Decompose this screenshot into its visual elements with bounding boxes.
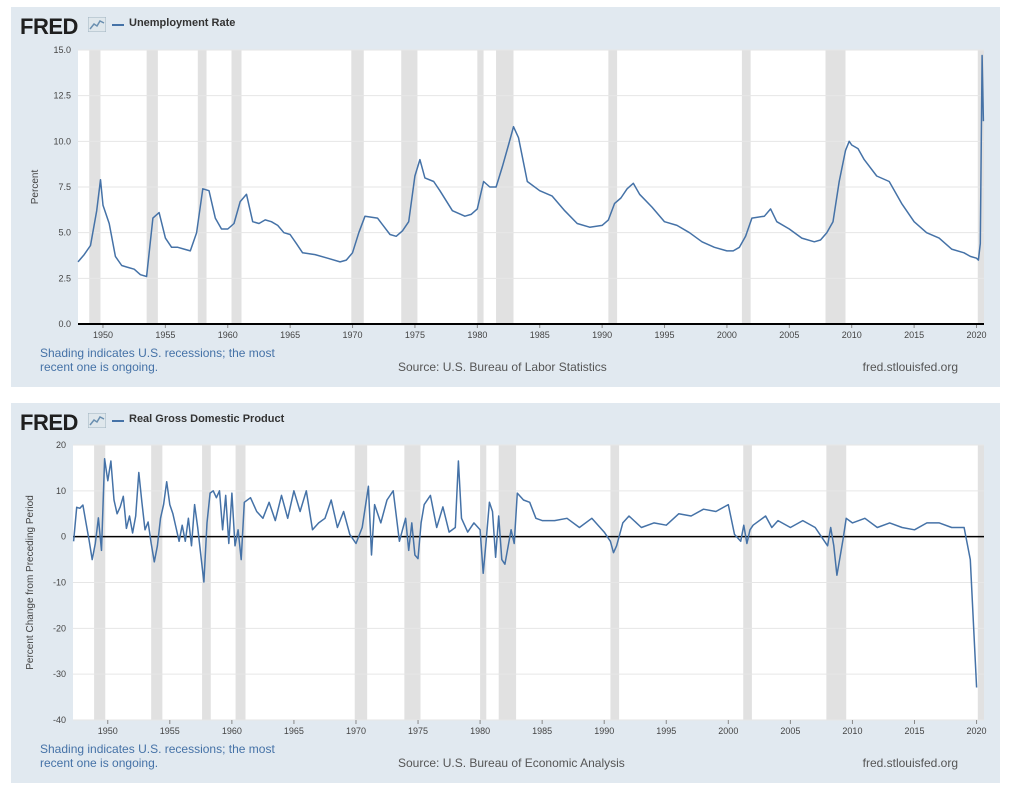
x-tick-label: 1995 bbox=[655, 330, 675, 340]
fred-logo: FRED bbox=[20, 14, 78, 39]
x-tick-label: 2000 bbox=[717, 330, 737, 340]
x-tick-label: 2005 bbox=[780, 726, 800, 736]
fred-graph-icon bbox=[88, 413, 106, 428]
x-tick-label: 1980 bbox=[470, 726, 490, 736]
x-tick-label: 1970 bbox=[343, 330, 363, 340]
x-tick-label: 1985 bbox=[530, 330, 550, 340]
x-tick-label: 1950 bbox=[93, 330, 113, 340]
y-tick-label: 10 bbox=[56, 486, 66, 496]
x-tick-label: 1985 bbox=[532, 726, 552, 736]
gdp-plot: -40 -30 -20 -10 0 10 20 1950 1955 1960 1965 1970 197… bbox=[25, 440, 987, 736]
site-link[interactable]: fred.stlouisfed.org bbox=[862, 360, 958, 374]
recession-note-line2: recent one is ongoing. bbox=[40, 360, 159, 374]
fred-logo: FRED bbox=[20, 410, 78, 435]
x-tick-label: 1955 bbox=[160, 726, 180, 736]
x-tick-label: 1960 bbox=[218, 330, 238, 340]
recession-note: Shading indicates U.S. recessions; the m… bbox=[40, 742, 300, 770]
source-label: Source: U.S. Bureau of Labor Statistics bbox=[398, 360, 607, 374]
y-tick-label: 10.0 bbox=[53, 136, 71, 146]
x-tick-label: 1965 bbox=[284, 726, 304, 736]
unemployment-plot: 0.0 2.5 5.0 7.5 10.0 12.5 15.0 1950 1955 1960 1965… bbox=[30, 45, 987, 340]
y-tick-label: -10 bbox=[53, 578, 66, 588]
x-tick-label: 1965 bbox=[280, 330, 300, 340]
y-tick-label: 2.5 bbox=[58, 273, 71, 283]
recession-note-line1: Shading indicates U.S. recessions; the m… bbox=[40, 346, 275, 360]
x-tick-label: 1980 bbox=[467, 330, 487, 340]
fred-graph-icon bbox=[88, 17, 106, 32]
legend-swatch bbox=[112, 420, 124, 422]
y-tick-label: -20 bbox=[53, 623, 66, 633]
legend-label: Unemployment Rate bbox=[129, 17, 236, 29]
source-label: Source: U.S. Bureau of Economic Analysis bbox=[398, 756, 625, 770]
recession-note: Shading indicates U.S. recessions; the m… bbox=[40, 346, 300, 374]
gdp-chart-panel: FRED Real Gross Domestic Product -40 -30-… bbox=[11, 403, 1000, 783]
y-tick-label: 0.0 bbox=[58, 319, 71, 329]
series-line bbox=[77, 54, 985, 278]
x-tick-label: 1955 bbox=[155, 330, 175, 340]
x-tick-label: 2005 bbox=[779, 330, 799, 340]
x-tick-label: 1950 bbox=[98, 726, 118, 736]
x-tick-label: 2020 bbox=[966, 330, 986, 340]
series-line bbox=[72, 458, 978, 688]
x-tick-label: 1970 bbox=[346, 726, 366, 736]
x-tick-label: 1990 bbox=[592, 330, 612, 340]
x-tick-label: 1995 bbox=[656, 726, 676, 736]
y-tick-label: 5.0 bbox=[58, 228, 71, 238]
legend-swatch bbox=[112, 24, 124, 26]
x-tick-label: 2015 bbox=[904, 726, 924, 736]
x-tick-label: 2000 bbox=[718, 726, 738, 736]
x-tick-label: 1975 bbox=[408, 726, 428, 736]
y-axis-label: Percent Change from Preceding Period bbox=[25, 495, 36, 670]
y-tick-label: 0 bbox=[61, 532, 66, 542]
site-link[interactable]: fred.stlouisfed.org bbox=[862, 756, 958, 770]
x-tick-label: 1990 bbox=[594, 726, 614, 736]
y-axis-label: Percent bbox=[30, 170, 41, 205]
x-tick-label: 2020 bbox=[967, 726, 987, 736]
x-tick-label: 1975 bbox=[405, 330, 425, 340]
x-tick-label: 1960 bbox=[222, 726, 242, 736]
x-tick-label: 2015 bbox=[904, 330, 924, 340]
y-tick-label: -30 bbox=[53, 669, 66, 679]
y-tick-label: 7.5 bbox=[58, 182, 71, 192]
y-tick-label: 20 bbox=[56, 440, 66, 450]
x-tick-label: 2010 bbox=[842, 726, 862, 736]
y-tick-label: 15.0 bbox=[53, 45, 71, 55]
legend-label: Real Gross Domestic Product bbox=[129, 413, 285, 425]
unemployment-chart-panel: FRED Unemployment Rate 0.0 2.5 5.0 7.5 10.0 1… bbox=[11, 7, 1000, 387]
y-tick-label: -40 bbox=[53, 715, 66, 725]
y-tick-label: 12.5 bbox=[53, 91, 71, 101]
x-tick-label: 2010 bbox=[842, 330, 862, 340]
recession-note-line2: recent one is ongoing. bbox=[40, 756, 159, 770]
recession-note-line1: Shading indicates U.S. recessions; the m… bbox=[40, 742, 275, 756]
